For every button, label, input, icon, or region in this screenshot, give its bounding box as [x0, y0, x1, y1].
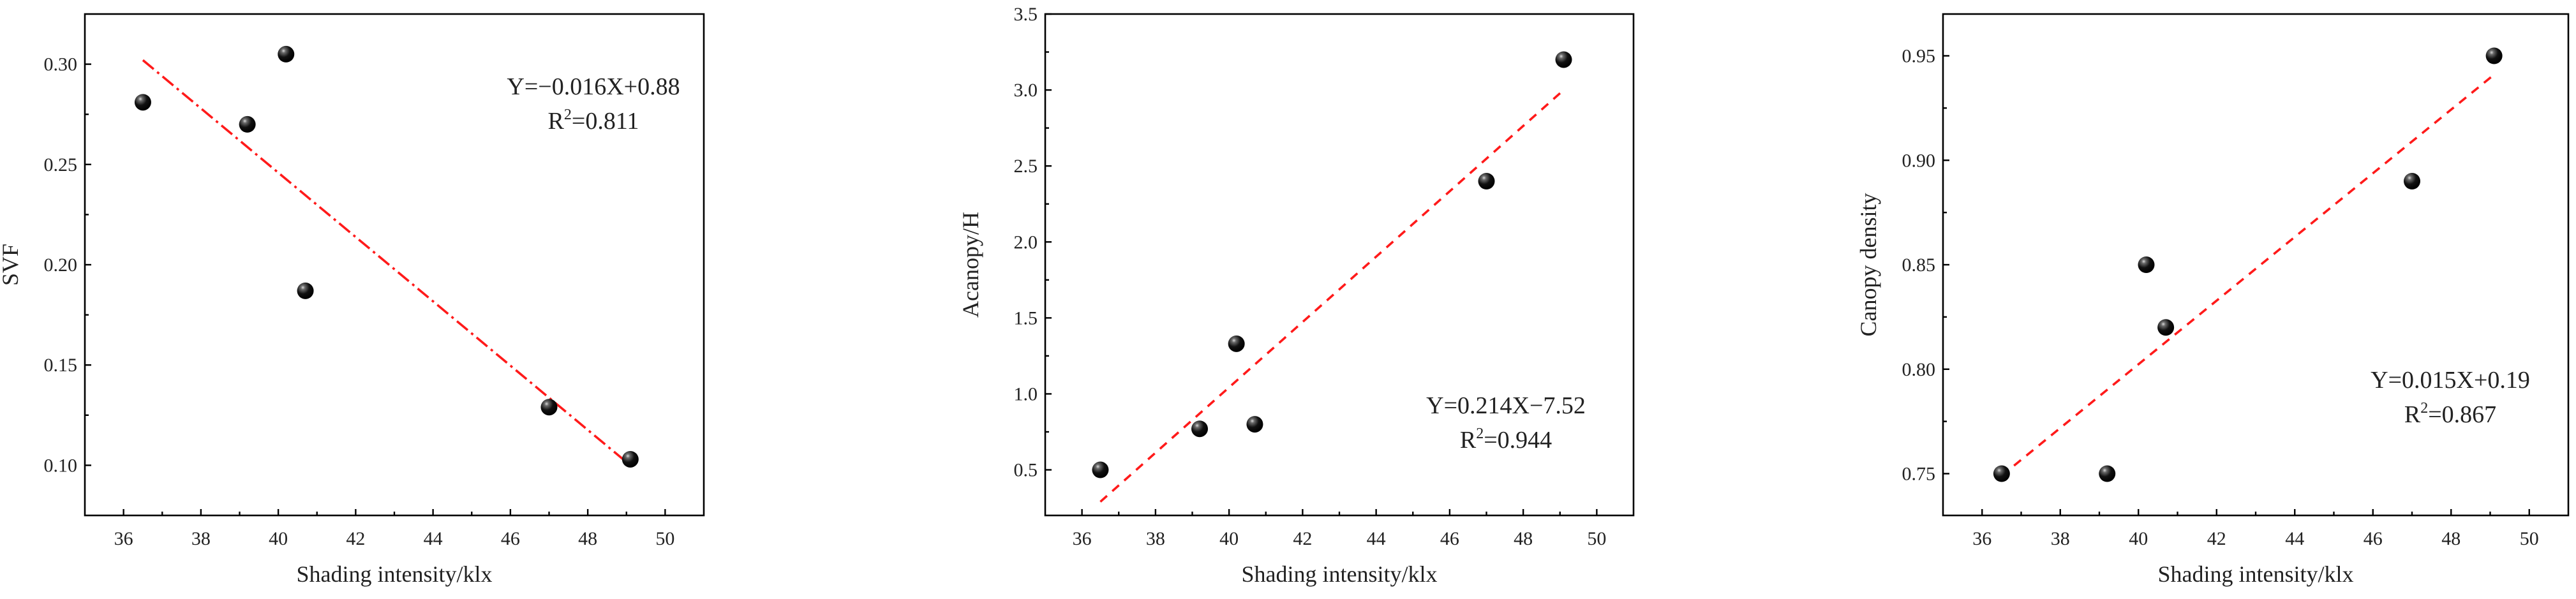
- x-tick-label: 44: [424, 528, 443, 549]
- x-tick-label: 36: [1073, 528, 1092, 549]
- x-tick-label: 46: [2364, 528, 2383, 549]
- data-point: [2138, 256, 2155, 273]
- y-tick-label: 0.95: [1902, 46, 1936, 67]
- x-tick-label: 40: [1219, 528, 1239, 549]
- regression-equation: Y=−0.016X+0.88: [507, 73, 680, 100]
- y-tick-label: 3.5: [1014, 4, 1038, 25]
- chart-2: 36 38 40 42 44 46 48 50 0.5 1.0 1.5 2.0 2.5 3.0 3.5 Sha…: [958, 4, 1635, 587]
- x-axis-title: Shading intensity/klx: [296, 561, 492, 587]
- x-tick-label: 50: [2520, 528, 2539, 549]
- x-tick-label: 44: [1367, 528, 1386, 549]
- x-tick-label: 40: [2129, 528, 2148, 549]
- r-squared: R2=0.867: [2404, 400, 2496, 428]
- y-tick-label: 2.0: [1014, 232, 1038, 253]
- data-point: [134, 94, 151, 111]
- x-tick-label: 50: [655, 528, 674, 549]
- chart-1: 36 38 40 42 44 46 48 50 0.10 0.15 0.20 0.25 0.30 Shad…: [0, 13, 705, 587]
- data-point: [278, 45, 295, 63]
- y-tick-label: 0.15: [44, 355, 78, 376]
- data-point: [1993, 465, 2010, 482]
- x-tick-label: 38: [2051, 528, 2070, 549]
- y-tick-label: 1.5: [1014, 307, 1038, 329]
- data-point: [239, 115, 256, 133]
- x-tick-label: 40: [269, 528, 288, 549]
- regression-equation: Y=0.015X+0.19: [2371, 367, 2530, 394]
- data-point: [2404, 173, 2420, 189]
- y-tick-label: 0.75: [1902, 464, 1936, 485]
- x-tick-label: 48: [1514, 528, 1533, 549]
- regression-equation: Y=0.214X−7.52: [1426, 392, 1586, 419]
- data-point: [1191, 420, 1209, 438]
- x-tick-label: 44: [2285, 528, 2304, 549]
- x-tick-label: 38: [191, 528, 211, 549]
- x-tick-label: 48: [578, 528, 597, 549]
- x-tick-label: 42: [2207, 528, 2226, 549]
- y-tick-label: 0.30: [44, 54, 78, 75]
- data-point: [1228, 335, 1245, 352]
- data-point: [2485, 47, 2503, 64]
- data-point: [540, 399, 558, 416]
- x-tick-label: 42: [1293, 528, 1312, 549]
- x-tick-label: 38: [1146, 528, 1165, 549]
- chart-3: 36 38 40 42 44 46 48 50 0.75 0.80 0.85 0.90 0.95 Shad…: [1856, 13, 2570, 587]
- y-axis-title: SVF: [0, 244, 23, 286]
- data-point: [1246, 416, 1263, 433]
- y-tick-label: 1.0: [1014, 383, 1038, 404]
- y-tick-label: 2.5: [1014, 156, 1038, 177]
- data-point: [1092, 461, 1109, 478]
- x-tick-label: 42: [346, 528, 365, 549]
- x-tick-label: 46: [501, 528, 520, 549]
- y-tick-label: 0.25: [44, 154, 78, 175]
- data-point: [297, 282, 314, 299]
- data-point: [1478, 173, 1495, 189]
- regression-line: [1099, 89, 1565, 503]
- r-squared: R2=0.944: [1460, 425, 1552, 454]
- y-tick-label: 0.90: [1902, 150, 1936, 171]
- regression-line: [142, 59, 631, 466]
- y-tick-label: 0.85: [1902, 255, 1936, 276]
- y-tick-label: 0.20: [44, 255, 78, 276]
- data-point: [622, 450, 639, 468]
- y-tick-label: 0.80: [1902, 359, 1936, 380]
- y-tick-label: 3.0: [1014, 80, 1038, 101]
- y-axis-title: Acanopy/H: [958, 212, 983, 318]
- x-tick-label: 36: [1972, 528, 1992, 549]
- r-squared: R2=0.811: [548, 107, 639, 135]
- data-point: [1555, 51, 1572, 68]
- y-axis-title: Canopy density: [1856, 193, 1881, 337]
- x-axis-title: Shading intensity/klx: [2157, 561, 2353, 587]
- y-tick-label: 0.10: [44, 455, 78, 476]
- x-tick-label: 50: [1587, 528, 1606, 549]
- x-tick-label: 36: [114, 528, 133, 549]
- regression-line: [2000, 73, 2495, 477]
- x-axis-title: Shading intensity/klx: [1241, 561, 1437, 587]
- x-tick-label: 48: [2441, 528, 2461, 549]
- data-point: [2099, 465, 2116, 482]
- data-point: [2157, 319, 2175, 336]
- x-tick-label: 46: [1440, 528, 1459, 549]
- y-tick-label: 0.5: [1014, 460, 1038, 481]
